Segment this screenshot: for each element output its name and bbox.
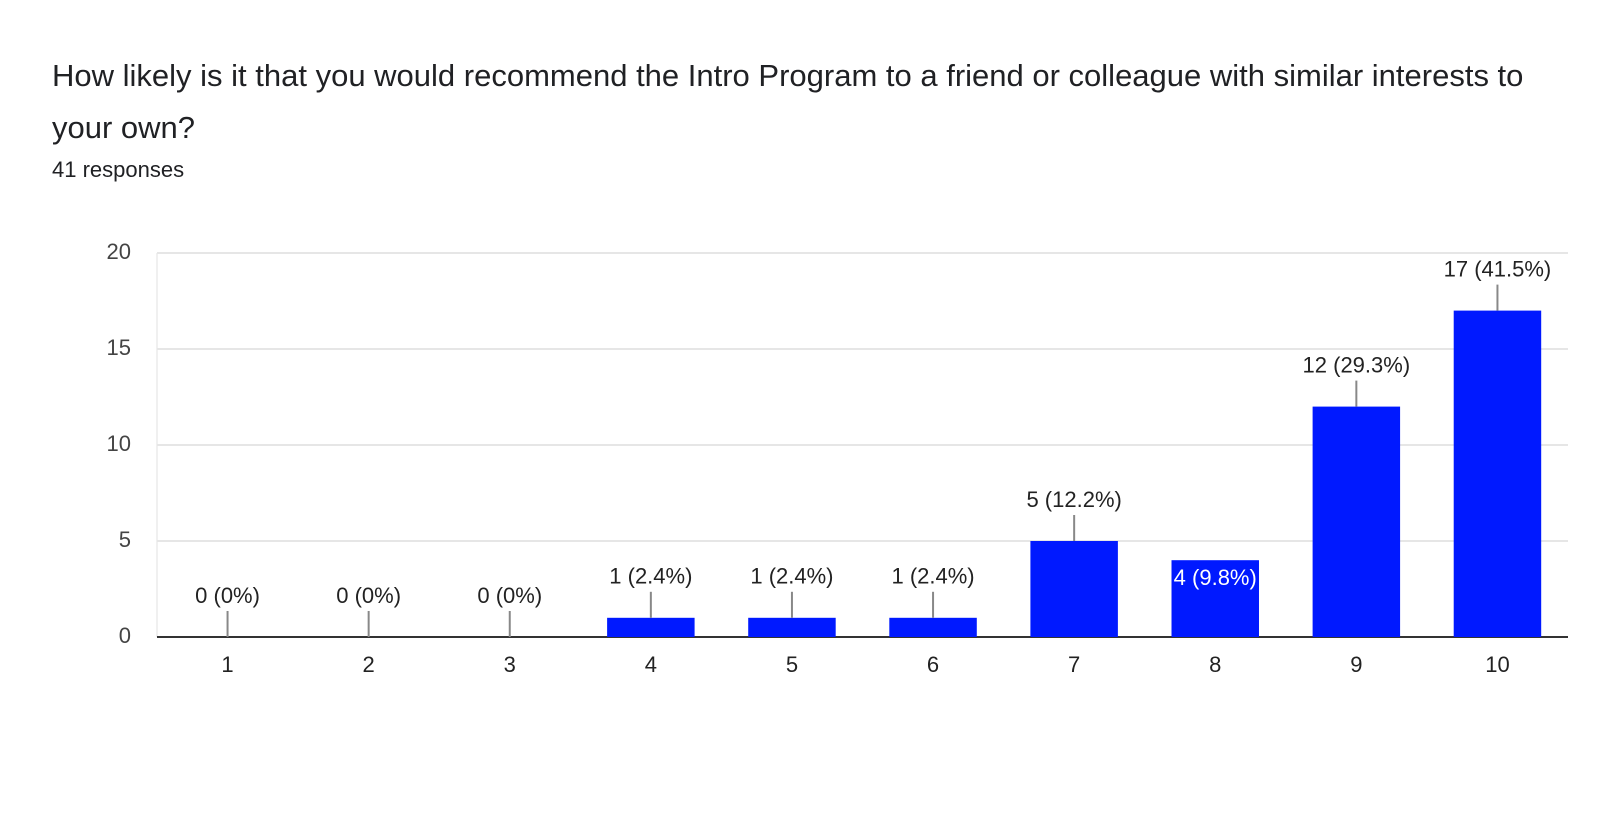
bar [607, 617, 695, 637]
value-label: 0 (0%) [336, 583, 401, 608]
x-tick-label: 1 [221, 652, 233, 677]
value-label: 0 (0%) [195, 583, 260, 608]
value-label: 4 (9.8%) [1173, 565, 1257, 591]
x-tick-label: 8 [1209, 652, 1221, 677]
x-tick-label: 7 [1068, 652, 1080, 677]
x-tick-label: 10 [1485, 652, 1509, 677]
bar [1030, 541, 1118, 637]
x-tick-label: 9 [1350, 652, 1362, 677]
y-tick-label: 15 [107, 335, 131, 360]
value-label: 1 (2.4%) [891, 564, 974, 589]
bar [1312, 406, 1401, 637]
y-tick-label: 5 [119, 527, 131, 552]
value-label: 1 (2.4%) [750, 564, 833, 589]
value-label: 17 (41.5%) [1444, 256, 1552, 281]
x-tick-label: 4 [645, 652, 657, 677]
value-label: 1 (2.4%) [609, 564, 692, 589]
y-tick-label: 0 [119, 623, 131, 648]
chart-title: How likely is it that you would recommen… [52, 58, 1524, 145]
x-tick-label: 3 [504, 652, 516, 677]
chart-subtitle: 41 responses [52, 157, 185, 182]
x-tick-label: 5 [786, 652, 798, 677]
bar [889, 617, 977, 637]
y-tick-label: 10 [107, 431, 131, 456]
value-label: 5 (12.2%) [1026, 487, 1121, 512]
bar [748, 617, 836, 637]
bar [1453, 310, 1542, 637]
x-tick-label: 2 [363, 652, 375, 677]
value-label: 0 (0%) [477, 583, 542, 608]
x-tick-label: 6 [927, 652, 939, 677]
bar [1171, 560, 1259, 637]
y-tick-label: 20 [107, 239, 131, 264]
value-label: 12 (29.3%) [1303, 352, 1411, 377]
